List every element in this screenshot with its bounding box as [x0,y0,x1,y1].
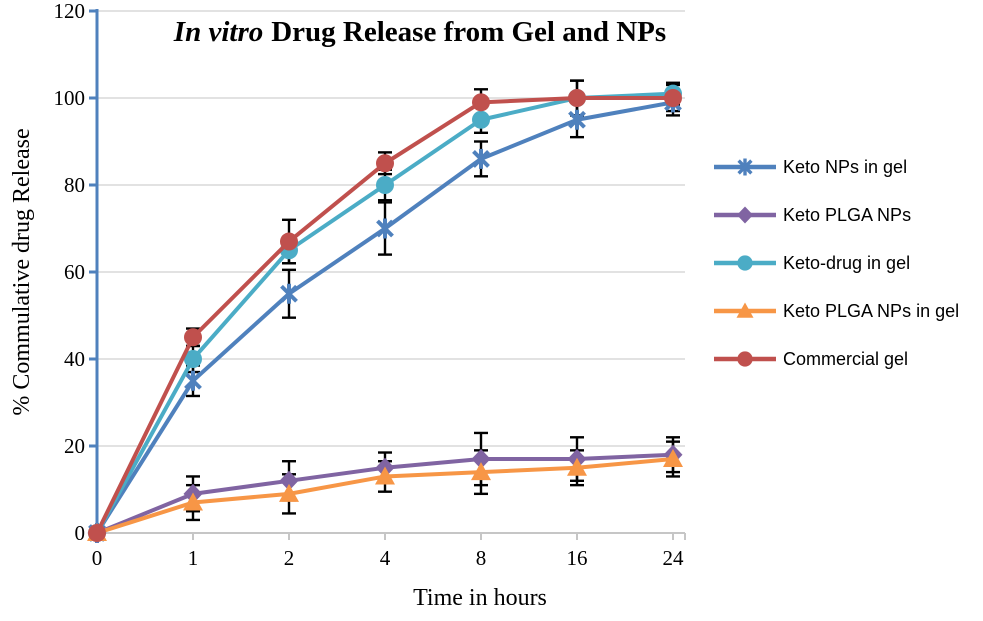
circle-marker [184,350,202,368]
circle-marker [472,110,490,129]
triangle-marker [183,492,203,511]
chart-title: In vitro Drug Release from Gel and NPs [120,16,720,49]
triangle-marker [471,462,491,481]
y-tick-label: 80 [64,173,85,197]
legend-label: Commercial gel [783,348,909,369]
circle-marker [88,524,106,542]
legend-item-0: Keto NPs in gel [714,143,959,191]
y-tick-label: 60 [64,260,85,284]
y-tick-label: 20 [64,434,85,458]
y-tick-label: 0 [74,521,86,545]
legend-item-2: Keto-drug in gel [714,239,959,287]
circle-marker [472,93,490,112]
star-marker [737,159,753,175]
chart-title-text: Drug Release from Gel and NPs [271,16,667,48]
circle-marker [280,232,298,251]
star-marker [376,219,394,238]
legend-label: Keto NPs in gel [783,156,908,177]
legend-label: Keto PLGA NPs [783,204,912,225]
x-tick-label: 0 [91,546,103,570]
triangle-marker [567,457,587,476]
circle-marker [568,89,586,107]
legend-sample-diamond-icon [714,206,776,224]
star-marker [568,110,586,129]
legend-sample-circle-icon [714,255,776,271]
triangle-marker [736,302,754,318]
x-tick-label: 4 [379,546,391,570]
x-axis-title: Time in hours [413,585,547,611]
legend-item-1: Keto PLGA NPs [714,191,959,239]
y-tick-label: 40 [64,347,85,371]
triangle-marker [279,483,299,502]
legend-label: Keto-drug in gel [783,252,911,273]
x-tick-label: 1 [187,546,199,570]
circle-marker [376,176,394,194]
diamond-marker [279,470,299,491]
legend-sample-star-icon [714,158,776,176]
diamond-marker [471,449,491,470]
chart-title-italic: In vitro [173,16,264,48]
legend-item-4: Commercial gel [714,335,959,383]
y-tick-label: 120 [53,0,86,23]
circle-marker [184,328,202,347]
star-marker [472,149,490,168]
legend-sample-circle-icon [714,351,776,367]
legend-sample-triangle-icon [714,302,776,318]
legend: Keto NPs in gel Keto PLGA NPs Keto-drug in… [714,143,959,383]
x-tick-label: 24 [662,546,684,570]
circle-marker [737,255,753,271]
triangle-marker [663,449,683,468]
circle-marker [737,351,753,367]
x-tick-label: 16 [566,546,588,570]
x-tick-label: 2 [283,546,295,570]
legend-label: Keto PLGA NPs in gel [783,300,960,321]
circle-marker [376,154,394,173]
y-tick-label: 100 [53,86,86,110]
legend-item-3: Keto PLGA NPs in gel [714,287,959,335]
circle-marker [664,89,682,107]
triangle-marker [375,466,395,485]
diamond-marker [736,206,754,224]
star-marker [280,284,298,303]
star-marker [184,371,202,390]
x-tick-label: 8 [475,546,487,570]
